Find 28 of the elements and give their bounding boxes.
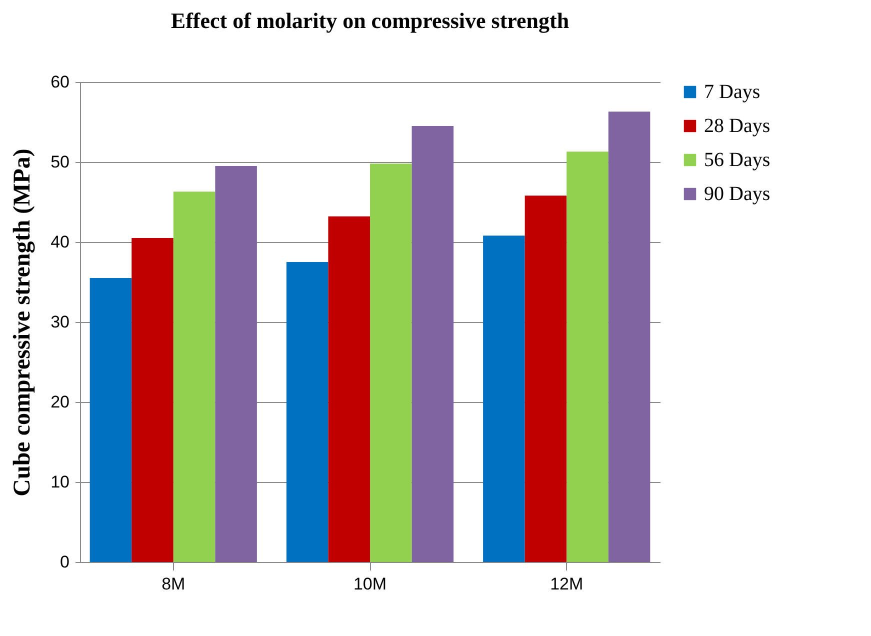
bar <box>173 192 216 562</box>
y-tick-label: 60 <box>50 72 70 92</box>
y-axis-title: Cube compressive strength (MPa) <box>10 148 36 496</box>
y-tick-label: 40 <box>50 232 70 252</box>
y-tick-label: 0 <box>60 552 70 572</box>
legend-label: 28 Days <box>704 115 770 137</box>
bar <box>566 152 608 562</box>
y-tick-label: 20 <box>50 392 70 412</box>
bar <box>608 112 650 562</box>
bar <box>412 126 454 562</box>
bar <box>483 236 525 562</box>
bar <box>524 196 567 562</box>
y-tick-label: 10 <box>50 472 70 492</box>
bar <box>132 238 174 562</box>
y-tick-label: 30 <box>50 312 70 332</box>
chart-title: Effect of molarity on compressive strength <box>170 8 570 33</box>
x-tick-label: 10M <box>353 574 387 594</box>
legend-label: 90 Days <box>704 183 770 205</box>
bar <box>90 278 132 562</box>
x-tick-label: 12M <box>550 574 584 594</box>
legend-label: 7 Days <box>704 81 760 103</box>
bar <box>370 164 412 562</box>
x-tick-label: 8M <box>162 574 186 594</box>
bar <box>328 216 370 562</box>
bar <box>215 166 257 562</box>
bar <box>286 262 328 562</box>
y-tick-label: 50 <box>50 152 70 172</box>
legend-label: 56 Days <box>704 149 770 171</box>
